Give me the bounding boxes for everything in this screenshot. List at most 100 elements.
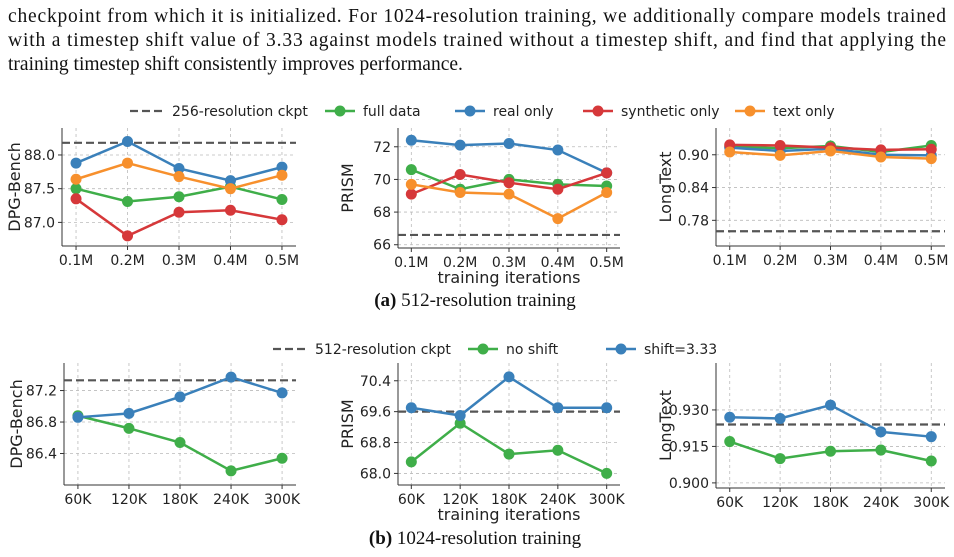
caption-text: 1024-resolution training (397, 528, 582, 549)
y-tick-label: 86.4 (26, 447, 57, 463)
point (122, 195, 134, 207)
point (405, 456, 417, 468)
legend-label: 256-resolution ckpt (172, 104, 308, 120)
point (225, 371, 237, 383)
y-tick-label: 68 (373, 205, 391, 221)
x-axis-label: training iterations (438, 505, 581, 524)
x-axis-label: training iterations (438, 268, 581, 287)
point (405, 134, 417, 146)
x-tick-label: 120K (111, 492, 148, 508)
y-tick-label: 88.0 (24, 148, 55, 164)
point (276, 387, 288, 399)
point (601, 186, 613, 198)
y-tick-label: 0.84 (678, 181, 709, 197)
point (174, 391, 186, 403)
x-tick-label: 240K (863, 495, 900, 511)
point (123, 407, 135, 419)
y-tick-label: 70.4 (360, 374, 391, 390)
point (774, 412, 786, 424)
x-tick-label: 0.4M (213, 253, 247, 269)
point (276, 193, 288, 205)
x-tick-label: 0.1M (713, 253, 747, 269)
figure-caption: (a) 512-resolution training (374, 290, 576, 311)
x-tick-label: 180K (491, 492, 528, 508)
point (70, 183, 82, 195)
point (123, 422, 135, 434)
paragraph-line: checkpoint from which it is initialized.… (8, 6, 946, 27)
y-tick-label: 69.6 (360, 405, 391, 421)
point (503, 138, 515, 150)
legend-marker (592, 105, 604, 117)
x-tick-label: 180K (162, 492, 199, 508)
x-tick-label: 0.3M (492, 255, 526, 271)
y-tick-label: 68.8 (360, 436, 391, 452)
y-tick-label: 72 (373, 140, 391, 156)
y-tick-label: 0.930 (669, 403, 709, 419)
point (276, 452, 288, 464)
point (724, 411, 736, 423)
point (225, 465, 237, 477)
caption-label: (b) (369, 528, 392, 549)
point (875, 444, 887, 456)
x-tick-label: 0.5M (265, 253, 299, 269)
point (503, 448, 515, 460)
point (224, 175, 236, 187)
point (405, 178, 417, 190)
legend-label: 512-resolution ckpt (315, 342, 451, 358)
legend-label: no shift (506, 342, 559, 358)
y-tick-label: 86.8 (26, 415, 57, 431)
legend-marker (464, 105, 476, 117)
legend-marker (334, 105, 346, 117)
point (601, 467, 613, 479)
paragraph-line: with a timestep shift value of 3.33 agai… (8, 30, 946, 51)
point (925, 143, 937, 155)
x-tick-label: 0.4M (541, 255, 575, 271)
point (601, 167, 613, 179)
point (925, 153, 937, 165)
x-tick-label: 0.3M (162, 253, 196, 269)
paragraph-line: training timestep shift consistently imp… (8, 54, 463, 75)
x-tick-label: 0.2M (763, 253, 797, 269)
point (122, 135, 134, 147)
point (122, 157, 134, 169)
point (454, 410, 466, 422)
point (552, 402, 564, 414)
x-tick-label: 300K (589, 492, 626, 508)
y-tick-label: 0.78 (678, 213, 709, 229)
x-tick-label: 240K (540, 492, 577, 508)
y-tick-label: 0.90 (678, 148, 709, 164)
point (925, 455, 937, 467)
caption-text: 512-resolution training (401, 290, 576, 311)
x-tick-label: 0.2M (443, 255, 477, 271)
legend-marker (477, 343, 489, 355)
point (174, 436, 186, 448)
point (774, 139, 786, 151)
point (774, 453, 786, 465)
x-tick-label: 0.1M (59, 253, 93, 269)
point (72, 411, 84, 423)
point (825, 145, 836, 157)
point (122, 230, 134, 242)
legend-marker (615, 343, 627, 355)
point (503, 371, 515, 383)
point (173, 171, 185, 183)
point (276, 214, 288, 226)
point (454, 169, 466, 181)
legend-label: text only (773, 104, 835, 120)
x-tick-label: 120K (442, 492, 479, 508)
point (552, 144, 564, 156)
point (276, 169, 288, 181)
point (875, 151, 887, 163)
y-axis-label: LongText (656, 390, 675, 461)
y-tick-label: 87.2 (26, 384, 57, 400)
y-axis-label: DPG-Bench (5, 142, 24, 231)
point (405, 402, 417, 414)
x-tick-label: 0.1M (394, 255, 428, 271)
y-tick-label: 87.5 (24, 182, 55, 198)
legend-label: shift=3.33 (644, 342, 717, 358)
x-tick-label: 0.3M (813, 253, 847, 269)
legend-marker (744, 105, 756, 117)
point (70, 193, 82, 205)
point (825, 399, 836, 411)
x-tick-label: 60K (398, 492, 426, 508)
